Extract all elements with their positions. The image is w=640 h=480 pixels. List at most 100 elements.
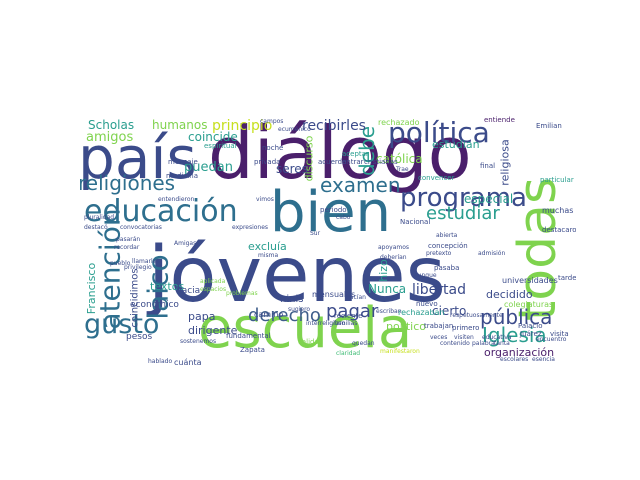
- word-visita: visita: [550, 330, 569, 338]
- word-francisco: Francisco: [85, 262, 99, 315]
- word-final: final: [480, 162, 496, 170]
- word-particular: particular: [540, 176, 574, 184]
- word-reciente: reciente: [334, 312, 363, 320]
- word-publica: pública: [480, 305, 553, 329]
- word-papa: papa: [188, 310, 216, 323]
- word-familias: familias: [334, 320, 358, 327]
- word-cloud: jóvenes diálogo escuela país bien todas …: [80, 115, 576, 365]
- word-especial: especial: [464, 192, 514, 206]
- word-excluia: excluía: [248, 240, 287, 253]
- word-sur: Sur: [310, 230, 321, 237]
- word-pesos: pesos: [126, 332, 153, 342]
- word-bien: bien: [270, 180, 392, 245]
- word-mensuales: mensuales: [312, 290, 356, 299]
- word-llamarles: llamarles: [132, 258, 160, 265]
- word-scholas: Scholas: [88, 118, 135, 132]
- word-hacia: hacia: [176, 286, 201, 296]
- word-escriban: escriban: [376, 308, 402, 315]
- word-entiende: entiende: [484, 116, 515, 124]
- word-ninis: ninis: [280, 294, 304, 305]
- word-periodo: periodo: [320, 206, 347, 214]
- word-ecumenico: ecuménico: [278, 126, 311, 133]
- word-esencia: esencia: [532, 356, 555, 363]
- word-trabajan: trabajan: [424, 322, 454, 330]
- word-trae: Trae: [396, 166, 409, 173]
- word-pagar: pagar: [326, 301, 379, 322]
- word-aplicada: aplicada: [200, 278, 226, 285]
- word-cuanta: cuánta: [174, 358, 202, 366]
- word-nacional: Nacional: [400, 218, 431, 226]
- word-textos: textos: [150, 280, 185, 293]
- word-camino: camino: [254, 310, 284, 319]
- word-juarez: Juárez: [520, 330, 542, 338]
- word-deberian: deberían: [380, 254, 407, 261]
- word-hizo: hizo: [376, 259, 390, 282]
- word-convocatorias: convocatorias: [120, 224, 162, 231]
- word-puedan: puedan: [184, 160, 233, 175]
- word-veces: veces: [430, 334, 448, 341]
- word-recibirles: recibirles: [302, 118, 366, 134]
- word-cierto: cierto: [432, 304, 467, 318]
- word-organizacion: organización: [484, 346, 555, 359]
- word-nuevo: nuevo: [416, 300, 438, 308]
- word-pluralidad: pluralidad: [84, 214, 115, 221]
- word-aunque: aunque: [414, 272, 437, 279]
- word-gusto: gusto: [84, 309, 160, 340]
- word-politico: político: [386, 320, 426, 333]
- word-escolares: escolares: [500, 356, 529, 363]
- word-pais: país: [80, 124, 197, 192]
- word-religiosa: religiosa: [498, 139, 512, 186]
- word-vimos: vimos: [256, 196, 274, 203]
- word-dirigente: dirigente: [188, 324, 238, 337]
- word-discurso: discurso: [302, 135, 316, 182]
- word-palabra: palabra: [472, 340, 495, 347]
- word-cristianas: cristianas: [364, 158, 398, 166]
- word-principio: principio: [212, 118, 273, 134]
- word-pueblo: pueblo: [110, 260, 131, 267]
- word-humanos: humanos: [152, 118, 208, 132]
- word-abierta: abierta: [436, 232, 458, 239]
- word-medicina: medicina: [166, 172, 199, 180]
- word-expresiones: expresiones: [232, 224, 269, 231]
- word-estudian: estudian: [432, 138, 480, 151]
- word-amigos: amigos: [86, 130, 134, 145]
- word-colegiaturas: colegiaturas: [504, 300, 554, 309]
- word-nunca: Nunca: [368, 282, 407, 296]
- word-rechazaban: rechazaban: [398, 308, 445, 317]
- word-convencer: convencer: [418, 174, 455, 182]
- word-misma: misma: [258, 252, 279, 259]
- word-acuerdo: acuerdo: [318, 158, 347, 166]
- word-hablado: hablado: [148, 358, 173, 365]
- word-amigas: Amigas: [174, 240, 197, 247]
- word-emilian: Emilian: [536, 122, 562, 130]
- word-sostenemos: sostenemos: [180, 338, 217, 345]
- word-economico: económico: [130, 300, 179, 310]
- word-seres: seres: [276, 162, 308, 176]
- word-destaco: destacó: [84, 224, 108, 231]
- word-recordar: recordar: [114, 244, 140, 251]
- word-pretexto: pretexto: [426, 250, 452, 257]
- word-politica: política: [388, 116, 490, 149]
- word-pasaba: pasaba: [434, 264, 460, 272]
- word-dialogo: diálogo: [208, 115, 472, 195]
- word-apoyamos: apoyamos: [378, 244, 410, 251]
- word-entrar: entrar: [342, 158, 364, 166]
- word-zapata: Zapata: [240, 346, 265, 354]
- word-concepcion: concepción: [428, 242, 468, 250]
- word-manifestaron: manifestaron: [380, 348, 420, 355]
- word-iglesia: Iglesia: [482, 323, 547, 347]
- word-contenido: contenido: [440, 340, 470, 347]
- word-privada: privada: [254, 158, 281, 166]
- word-mensaje: mensaje: [168, 158, 198, 166]
- word-primero: primero: [452, 324, 480, 332]
- word-admision: admisión: [478, 250, 506, 257]
- word-escuela: escuela: [198, 296, 413, 361]
- word-jovenes: jóvenes: [148, 231, 446, 320]
- word-religiones: religiones: [80, 171, 176, 195]
- word-aceptar: aceptar: [342, 150, 369, 158]
- word-calidad: calidad: [298, 338, 324, 346]
- word-encuentro: encuentro: [536, 336, 567, 343]
- word-problemas: problemas: [226, 290, 258, 297]
- word-fundamental: fundamental: [226, 332, 271, 340]
- word-muchas: muchas: [542, 206, 574, 215]
